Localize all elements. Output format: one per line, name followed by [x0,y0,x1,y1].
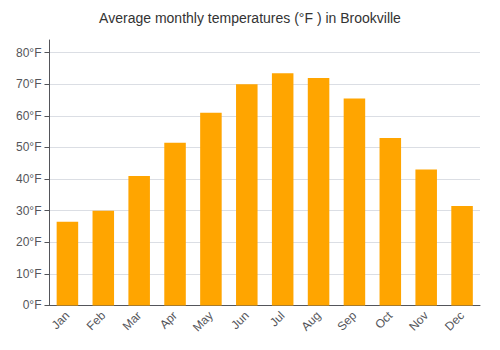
svg-text:50°F: 50°F [16,140,41,154]
svg-text:Aug: Aug [299,309,324,334]
svg-text:70°F: 70°F [16,77,41,91]
svg-text:30°F: 30°F [16,204,41,218]
svg-text:Jan: Jan [49,309,73,333]
svg-text:40°F: 40°F [16,172,41,186]
svg-text:Dec: Dec [442,309,467,334]
svg-text:Mar: Mar [120,309,145,333]
svg-text:Oct: Oct [372,308,396,332]
svg-text:Sep: Sep [334,308,359,333]
svg-text:80°F: 80°F [16,46,41,60]
svg-text:10°F: 10°F [16,267,41,281]
svg-text:Jun: Jun [228,309,252,333]
svg-text:Nov: Nov [406,309,431,334]
svg-text:Jul: Jul [267,309,288,330]
svg-text:60°F: 60°F [16,109,41,123]
svg-text:0°F: 0°F [23,298,42,312]
svg-text:Apr: Apr [157,309,180,332]
svg-text:20°F: 20°F [16,235,41,249]
svg-text:Feb: Feb [84,308,109,333]
svg-text:Average monthly temperatures (: Average monthly temperatures (°F ) in Br… [99,10,401,26]
svg-text:May: May [190,309,216,335]
